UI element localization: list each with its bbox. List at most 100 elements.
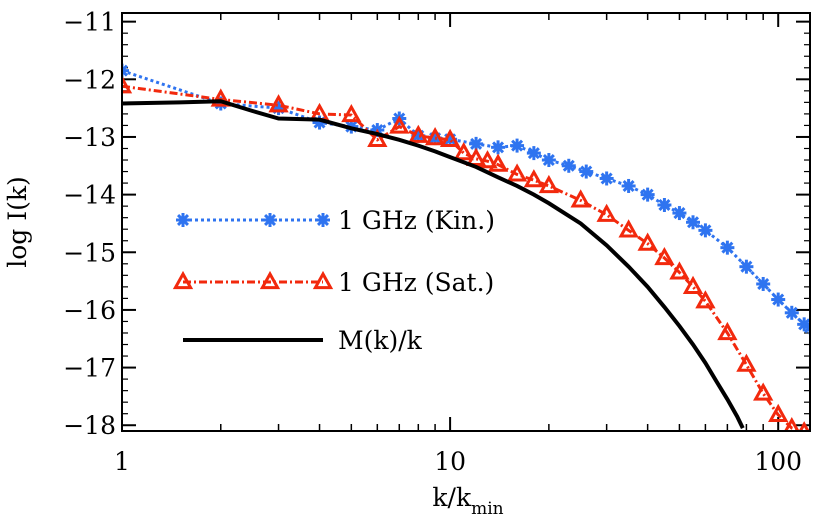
y-tick-label: −18 [63, 411, 116, 440]
x-axis-label-subscript: min [471, 499, 504, 519]
asterisk-stroke [673, 207, 686, 220]
triangle-marker [367, 128, 388, 147]
triangle-marker [477, 150, 498, 169]
asterisk-marker [621, 178, 636, 193]
asterisk-marker [756, 276, 771, 291]
y-tick-label: −11 [63, 8, 116, 37]
asterisk-marker [263, 213, 277, 227]
triangle-marker [523, 169, 545, 188]
asterisk-marker [122, 63, 129, 78]
triangle-marker [259, 270, 281, 290]
legend-label: M(k)/k [338, 326, 423, 355]
x-tick-label: 100 [754, 447, 802, 476]
triangle-marker [172, 270, 194, 290]
asterisk-marker [316, 213, 330, 227]
legend-label: 1 GHz (Sat.) [338, 268, 494, 297]
asterisk-stroke [122, 68, 129, 77]
asterisk-stroke [622, 179, 635, 192]
triangle-marker [682, 275, 704, 294]
triangle-marker [637, 232, 658, 251]
asterisk-stroke [740, 260, 753, 273]
triangle-marker [753, 382, 774, 401]
asterisk-stroke [176, 213, 190, 227]
asterisk-marker [698, 223, 713, 238]
asterisk-stroke [803, 325, 810, 334]
asterisk-marker [803, 320, 810, 335]
asterisk-stroke [511, 139, 524, 152]
triangle-marker [424, 127, 446, 146]
triangle-marker [596, 203, 617, 222]
triangle-marker [465, 147, 487, 166]
asterisk-marker [739, 259, 754, 274]
asterisk-stroke [798, 318, 810, 331]
triangle-marker [768, 403, 789, 422]
y-axis-label: log I(k) [3, 176, 32, 268]
asterisk-marker [469, 136, 484, 151]
triangle-marker [669, 261, 690, 280]
y-tick-label: −15 [63, 238, 116, 267]
legend: 1 GHz (Kin.) 1 GHz (Sat.) M(k)/k [172, 206, 495, 355]
asterisk-marker [561, 158, 576, 173]
asterisk-stroke [772, 293, 785, 306]
triangle-marker [654, 246, 675, 266]
asterisk-stroke [470, 137, 483, 150]
x-tick-label: 10 [434, 447, 466, 476]
asterisk-marker [541, 153, 556, 168]
asterisk-marker [510, 138, 525, 153]
series-m-k-k [122, 99, 745, 429]
y-tick-label: −17 [63, 354, 116, 383]
asterisk-stroke [721, 241, 734, 254]
asterisk-marker [686, 215, 701, 230]
triangle-marker [570, 189, 591, 208]
legend-item-m-k-k: M(k)/k [183, 326, 423, 355]
asterisk-marker [491, 140, 506, 155]
series-layer [122, 63, 810, 431]
series-line [122, 84, 805, 431]
y-tick-label: −14 [63, 181, 116, 210]
x-tick-label: 1 [114, 447, 130, 476]
asterisk-marker [672, 206, 687, 221]
asterisk-stroke [527, 147, 540, 160]
series-line [122, 99, 745, 429]
triangle-marker [506, 163, 528, 182]
asterisk-marker [526, 146, 541, 161]
x-axis-label-main: k/k [432, 483, 472, 512]
triangle-marker [312, 270, 334, 290]
asterisk-stroke [658, 198, 671, 212]
legend-item-1-ghz-kin: 1 GHz (Kin.) [176, 206, 495, 235]
y-tick-label: −12 [63, 65, 116, 94]
asterisk-stroke [699, 224, 712, 237]
asterisk-stroke [580, 165, 593, 178]
asterisk-stroke [562, 159, 575, 172]
triangle-marker [695, 290, 716, 309]
legend-label: 1 GHz (Kin.) [338, 206, 495, 235]
asterisk-marker [720, 240, 735, 255]
asterisk-stroke [122, 64, 129, 73]
asterisk-marker [771, 292, 786, 307]
asterisk-stroke [316, 213, 330, 227]
triangle-marker [341, 103, 362, 123]
asterisk-marker [784, 305, 799, 320]
triangle-marker [389, 115, 410, 134]
asterisk-stroke [785, 306, 798, 319]
asterisk-marker [599, 171, 614, 186]
asterisk-stroke [641, 188, 654, 201]
x-axis-label: k/kmin [432, 483, 503, 519]
asterisk-marker [176, 213, 190, 227]
asterisk-stroke [263, 213, 277, 227]
triangle-marker [453, 142, 474, 161]
asterisk-stroke [542, 154, 555, 167]
triangle-marker [618, 219, 639, 238]
asterisk-stroke [600, 172, 613, 185]
y-tick-label: −16 [63, 296, 116, 325]
asterisk-marker [657, 197, 672, 212]
triangle-marker [538, 174, 560, 194]
triangle-marker [408, 124, 429, 143]
plot-frame [121, 12, 811, 432]
triangle-marker [487, 153, 509, 172]
asterisk-stroke [803, 321, 810, 330]
legend-item-1-ghz-sat: 1 GHz (Sat.) [172, 268, 494, 297]
triangle-marker [439, 128, 461, 147]
y-tick-label: −13 [63, 123, 116, 152]
